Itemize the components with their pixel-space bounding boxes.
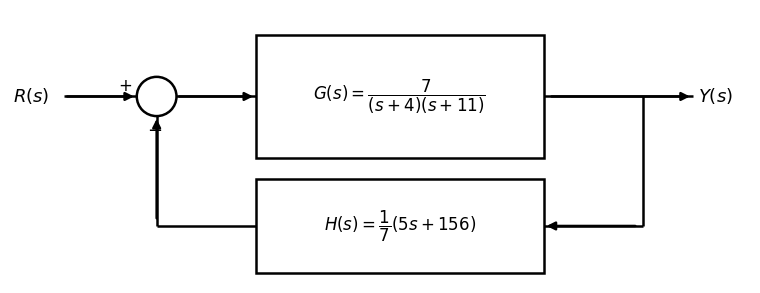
Text: $-$: $-$ (147, 120, 162, 138)
Bar (256, 179, 544, 272)
Text: $Y(s)$: $Y(s)$ (698, 86, 733, 106)
Text: $G(s)=\dfrac{7}{(s+4)(s+11)}$: $G(s)=\dfrac{7}{(s+4)(s+11)}$ (313, 77, 486, 115)
Text: $+$: $+$ (118, 77, 131, 95)
Bar (256, 35, 544, 158)
Text: $R(s)$: $R(s)$ (13, 86, 49, 106)
Circle shape (137, 77, 176, 116)
Text: $H(s)=\dfrac{1}{7}(5s+156)$: $H(s)=\dfrac{1}{7}(5s+156)$ (324, 208, 476, 243)
